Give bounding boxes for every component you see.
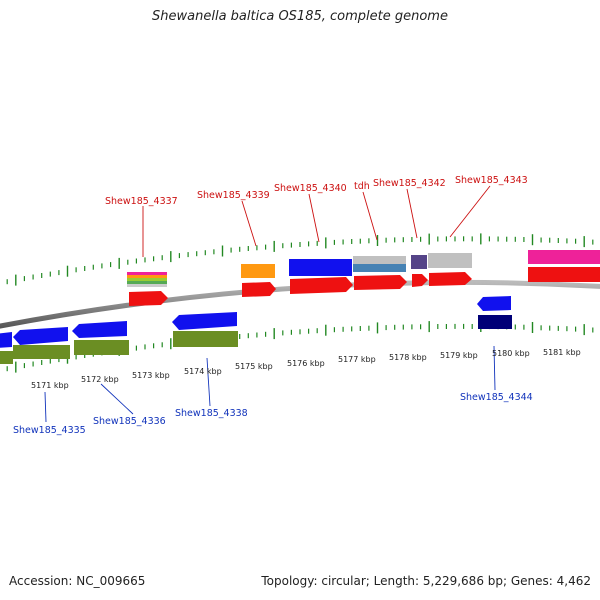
feature-slate-4342[interactable] [411,255,427,269]
feature-band-orange[interactable] [127,275,167,278]
gene-label-forward[interactable]: Shew185_4342 [373,178,446,189]
label-leader-line [308,193,320,243]
cds-arrow-tdh[interactable] [354,275,407,290]
gene-label-reverse[interactable]: Shew185_4335 [13,425,86,436]
feature-navy-4344[interactable] [478,315,512,329]
cds-arrow-left-edge[interactable] [0,332,12,348]
cds-arrow-4342[interactable] [412,274,428,287]
kbp-label: 5181 kbp [543,348,581,357]
feature-band-silver[interactable] [127,284,167,287]
cds-arrow-4335[interactable] [13,327,68,345]
label-leader-line [493,345,496,391]
feature-pink-edge[interactable] [528,250,600,264]
gene-label-forward[interactable]: Shew185_4340 [274,183,347,194]
accession-text: Accession: NC_009665 [9,574,146,588]
feature-band-pink[interactable] [127,272,167,275]
cds-arrow-4343[interactable] [429,272,472,286]
rna-4336[interactable] [74,340,129,355]
label-leader-line [449,185,491,238]
feature-band-green[interactable] [127,281,167,284]
label-leader-line [241,200,257,247]
kbp-label: 5173 kbp [132,371,170,380]
cds-arrow-4340[interactable] [290,277,353,294]
kbp-label: 5177 kbp [338,355,376,364]
genome-title: Shewanella baltica OS185, complete genom… [152,9,448,24]
label-leader-line [406,188,418,239]
gene-label-reverse[interactable]: Shew185_4336 [93,416,166,427]
tick-rings [6,233,594,373]
gene-label-forward[interactable]: tdh [354,181,370,192]
kbp-label: 5175 kbp [235,362,273,371]
rna-4335[interactable] [13,345,70,359]
kbp-label: 5180 kbp [492,349,530,358]
feature-grey-4343[interactable] [428,253,472,268]
feature-grey-tdh[interactable] [353,256,406,264]
cds-arrow-4344[interactable] [477,296,511,311]
gene-label-reverse[interactable]: Shew185_4338 [175,408,248,419]
feature-band-lime[interactable] [127,278,167,281]
forward-strand-features [127,250,600,306]
feature-blue-4340[interactable] [289,259,352,276]
feature-orange-4339[interactable] [241,264,275,278]
cds-arrow-4339[interactable] [242,282,276,297]
label-leader-line [206,357,211,407]
feature-red-edge[interactable] [528,267,600,282]
kbp-label: 5179 kbp [440,351,478,360]
kbp-label: 5178 kbp [389,353,427,362]
kbp-scale: 5171 kbp 5172 kbp 5173 kbp 5174 kbp 5175 kbp… [31,348,581,390]
feature-steelblue-tdh[interactable] [353,264,406,272]
kbp-label: 5172 kbp [81,375,119,384]
rna-4338[interactable] [173,331,238,347]
kbp-label: 5171 kbp [31,381,69,390]
gene-label-forward[interactable]: Shew185_4339 [197,190,270,201]
gene-label-forward[interactable]: Shew185_4343 [455,175,528,186]
gene-label-reverse[interactable]: Shew185_4344 [460,392,533,403]
genome-summary: Topology: circular; Length: 5,229,686 bp… [261,574,591,588]
cds-arrow-4336[interactable] [72,321,127,338]
gene-label-forward[interactable]: Shew185_4337 [105,196,178,207]
rna-left-edge[interactable] [0,351,13,364]
cds-arrow-4337[interactable] [129,291,168,306]
kbp-label: 5176 kbp [287,359,325,368]
label-leader-line [44,391,47,423]
cds-arrow-4338[interactable] [172,312,237,330]
reverse-strand-features [0,296,512,364]
label-leader-line [362,191,378,241]
kbp-label: 5174 kbp [184,367,222,376]
label-leader-line [100,383,134,415]
